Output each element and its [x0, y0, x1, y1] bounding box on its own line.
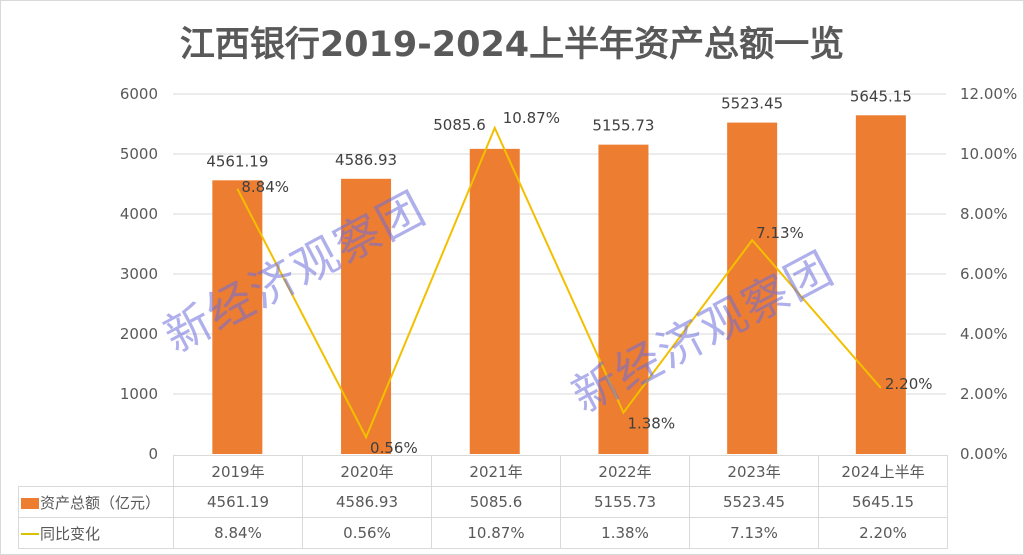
bar-value-label: 5645.15 [850, 87, 912, 105]
table-cell: 1.38% [560, 517, 690, 549]
bar [212, 180, 263, 454]
table-cell: 4586.93 [302, 486, 432, 518]
data-table: 2019年 2020年 2021年 2022年 2023年 2024上半年 资产… [18, 455, 948, 549]
table-corner [18, 455, 174, 487]
bar [341, 178, 392, 455]
table-header-cell: 2019年 [173, 455, 303, 487]
bar [727, 122, 778, 454]
table-header-cell: 2023年 [689, 455, 819, 487]
line-legend-swatch-icon [21, 533, 39, 535]
chart-title: 江西银行2019-2024上半年资产总额一览 [179, 25, 845, 65]
right-axis-tick: 4.00% [960, 325, 1008, 343]
bar-series [212, 115, 906, 455]
left-axis-tick: 4000 [120, 205, 158, 223]
bar [598, 144, 649, 455]
left-axis-tick: 3000 [120, 265, 158, 283]
table-header-row: 2019年 2020年 2021年 2022年 2023年 2024上半年 [18, 455, 948, 487]
bar [855, 115, 906, 454]
bar-value-label: 5155.73 [592, 117, 654, 135]
table-row: 资产总额（亿元） 4561.19 4586.93 5085.6 5155.73 … [18, 486, 948, 518]
bar-value-label: 5523.45 [721, 95, 783, 113]
table-header-cell: 2020年 [302, 455, 432, 487]
left-axis-tick: 5000 [120, 145, 158, 163]
table-cell: 0.56% [302, 517, 432, 549]
right-axis-tick: 2.00% [960, 385, 1008, 403]
left-axis-tick: 1000 [120, 385, 158, 403]
gridlines [173, 93, 946, 395]
table-cell: 2.20% [818, 517, 948, 549]
table-cell: 10.87% [431, 517, 561, 549]
legend-item-assets: 资产总额（亿元） [18, 486, 174, 518]
data-labels: 4561.19 4586.93 5085.6 5155.73 5523.45 5645.1… [206, 87, 932, 457]
table-row: 同比变化 8.84% 0.56% 10.87% 1.38% 7.13% 2.20… [18, 517, 948, 549]
right-axis-tick: 0.00% [960, 445, 1008, 463]
bar-value-label: 4561.19 [206, 152, 268, 170]
left-axis: 0 1000 2000 3000 4000 5000 6000 [120, 85, 158, 463]
bar-value-label: 4586.93 [335, 151, 397, 169]
table-header-cell: 2021年 [431, 455, 561, 487]
right-axis-tick: 6.00% [960, 265, 1008, 283]
right-axis-tick: 8.00% [960, 205, 1008, 223]
table-cell: 5523.45 [689, 486, 819, 518]
table-cell: 5155.73 [560, 486, 690, 518]
line-value-label: 10.87% [503, 109, 560, 127]
table-cell: 7.13% [689, 517, 819, 549]
line-value-label: 8.84% [241, 178, 289, 196]
bar-legend-swatch-icon [21, 497, 39, 509]
table-cell: 8.84% [173, 517, 303, 549]
line-value-label: 2.20% [885, 375, 933, 393]
line-value-label: 7.13% [756, 224, 804, 242]
line-value-label: 0.56% [370, 439, 418, 457]
left-axis-tick: 6000 [120, 85, 158, 103]
left-axis-tick: 0 [148, 445, 158, 463]
line-value-label: 1.38% [627, 415, 675, 433]
legend-item-yoy: 同比变化 [18, 517, 174, 549]
table-cell: 4561.19 [173, 486, 303, 518]
right-axis-tick: 10.00% [960, 145, 1017, 163]
table-cell: 5085.6 [431, 486, 561, 518]
table-header-cell: 2022年 [560, 455, 690, 487]
bar [469, 148, 520, 454]
left-axis-tick: 2000 [120, 325, 158, 343]
right-axis: 0.00% 2.00% 4.00% 6.00% 8.00% 10.00% 12.00% [960, 85, 1017, 463]
yoy-line [236, 125, 882, 440]
table-header-cell: 2024上半年 [818, 455, 948, 487]
bar-value-label: 5085.6 [433, 116, 486, 134]
right-axis-tick: 12.00% [960, 85, 1017, 103]
line-series [236, 125, 882, 440]
table-cell: 5645.15 [818, 486, 948, 518]
